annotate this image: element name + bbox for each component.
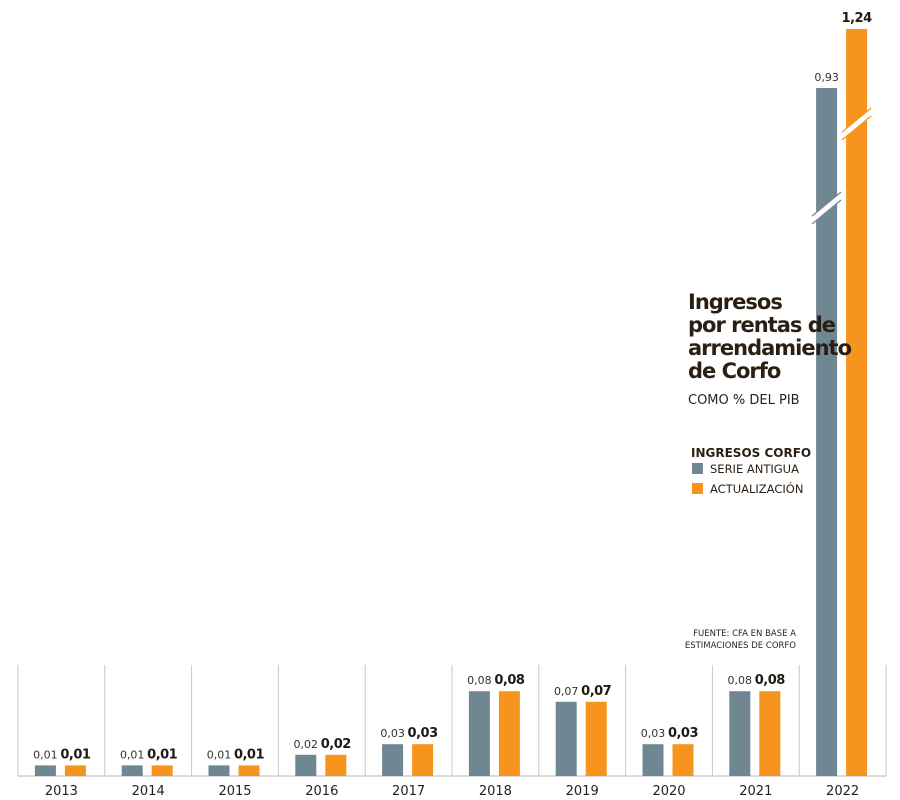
value-label-2018-actualizacion: 0,08 <box>494 673 525 688</box>
value-label-2015-actualizacion: 0,01 <box>234 747 265 762</box>
value-labels: 0,01 0,01 0,01 0,01 0,01 0,010,02 0,020,03 0,03… <box>33 11 872 762</box>
chart-title-line-4: de Corfo <box>688 359 781 383</box>
value-label-2013-actualizacion: 0,01 <box>60 747 91 762</box>
x-tick-2022: 2022 <box>826 784 859 799</box>
axis-break-line <box>811 191 842 217</box>
axis-break-line <box>841 115 872 141</box>
bar-2013-serie-antigua <box>34 765 56 776</box>
value-label-2015-serie-antigua: 0,01 <box>207 748 232 761</box>
legend-title: INGRESOS CORFO <box>691 446 811 460</box>
bar-2015-actualizacion <box>238 765 260 776</box>
chart-subtitle: COMO % DEL PIB <box>688 393 800 408</box>
value-label-2014-serie-antigua: 0,01 <box>120 748 145 761</box>
bar-2017-serie-antigua <box>382 744 404 776</box>
value-label-2017-serie-antigua: 0,03 <box>380 727 405 740</box>
x-axis-tick-labels: 2013 2014 2015 2016 2017 2018 2019 2020 2021 2022 <box>45 784 859 799</box>
bar-2014-serie-antigua <box>121 765 143 776</box>
value-label-2019-actualizacion: 0,07 <box>581 684 612 699</box>
chart-title-line-2: por rentas de <box>688 313 836 337</box>
x-tick-2019: 2019 <box>566 784 599 799</box>
axis-break-gap <box>839 109 874 139</box>
legend-label-serie-antigua: SERIE ANTIGUA <box>710 462 799 476</box>
value-label-2016-actualizacion: 0,02 <box>321 737 351 752</box>
value-label-2019-serie-antigua: 0,07 <box>554 685 579 698</box>
x-tick-2014: 2014 <box>132 784 165 799</box>
value-label-2014-actualizacion: 0,01 <box>147 747 178 762</box>
source-line-1: FUENTE: CFA EN BASE A <box>693 629 796 639</box>
bars <box>34 29 868 776</box>
bar-2019-actualizacion <box>585 701 607 776</box>
bar-2016-serie-antigua <box>295 754 317 776</box>
source-line-2: ESTIMACIONES DE CORFO <box>685 641 796 651</box>
value-label-2020-serie-antigua: 0,03 <box>641 727 666 740</box>
bar-2022-actualizacion <box>846 29 868 776</box>
bar-2021-serie-antigua <box>729 691 751 776</box>
bar-2020-serie-antigua <box>642 744 664 776</box>
bar-2014-actualizacion <box>151 765 173 776</box>
axis-break-gap <box>809 193 844 223</box>
bar-2021-actualizacion <box>759 691 781 776</box>
bar-2018-serie-antigua <box>468 691 490 776</box>
legend-swatch-actualizacion <box>692 483 703 494</box>
x-tick-2016: 2016 <box>305 784 338 799</box>
legend-swatch-serie-antigua <box>692 463 703 474</box>
x-tick-2013: 2013 <box>45 784 78 799</box>
legend-label-actualizacion: ACTUALIZACIÓN <box>710 481 803 496</box>
x-tick-2018: 2018 <box>479 784 512 799</box>
bar-2019-serie-antigua <box>555 701 577 776</box>
chart-title-line-1: Ingresos <box>688 290 782 314</box>
value-label-2022-serie-antigua: 0,93 <box>814 71 839 84</box>
chart-title-line-3: arrendamiento <box>688 336 852 360</box>
x-tick-2015: 2015 <box>218 784 251 799</box>
value-label-2022-actualizacion: 1,24 <box>842 11 873 26</box>
bar-2022-serie-antigua <box>816 88 838 776</box>
axis-break-line <box>811 199 842 225</box>
source-note: FUENTE: CFA EN BASE A ESTIMACIONES DE CO… <box>685 629 796 651</box>
x-tick-2017: 2017 <box>392 784 425 799</box>
bar-2018-actualizacion <box>498 691 520 776</box>
x-tick-2021: 2021 <box>739 784 772 799</box>
value-label-2013-serie-antigua: 0,01 <box>33 748 58 761</box>
bar-2017-actualizacion <box>412 744 434 776</box>
axis-break-marks <box>809 107 874 225</box>
legend: INGRESOS CORFO SERIE ANTIGUA ACTUALIZACI… <box>691 446 811 496</box>
chart-title: Ingresos por rentas de arrendamiento de … <box>688 290 853 383</box>
value-label-2017-actualizacion: 0,03 <box>408 726 439 741</box>
value-label-2021-actualizacion: 0,08 <box>755 673 786 688</box>
value-label-2021-serie-antigua: 0,08 <box>728 674 753 687</box>
value-label-2018-serie-antigua: 0,08 <box>467 674 492 687</box>
value-label-2016-serie-antigua: 0,02 <box>294 738 319 751</box>
value-label-2020-actualizacion: 0,03 <box>668 726 699 741</box>
axis-break-line <box>841 107 872 133</box>
x-tick-2020: 2020 <box>652 784 685 799</box>
bar-2020-actualizacion <box>672 744 694 776</box>
bar-2013-actualizacion <box>64 765 86 776</box>
bar-2016-actualizacion <box>325 754 347 776</box>
bar-2015-serie-antigua <box>208 765 230 776</box>
